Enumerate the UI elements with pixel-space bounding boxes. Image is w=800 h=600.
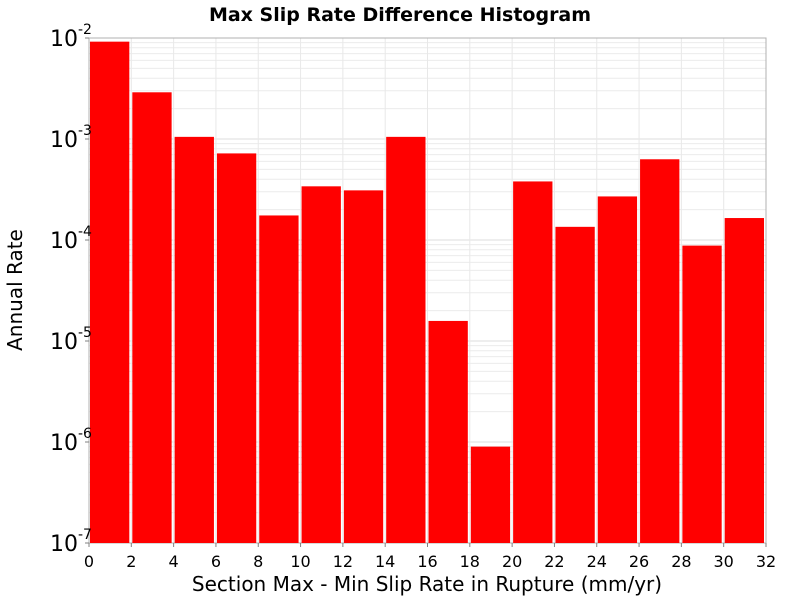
histogram-bar (597, 196, 638, 544)
x-tick-label: 14 (375, 552, 395, 571)
histogram-bar (174, 136, 214, 544)
histogram-bar (343, 190, 384, 543)
x-tick-label: 26 (629, 552, 649, 571)
x-tick-label: 28 (671, 552, 691, 571)
histogram-bars (90, 41, 764, 544)
y-tick-label: 10-4 (50, 224, 92, 254)
x-axis-label: Section Max - Min Slip Rate in Rupture (… (192, 572, 662, 596)
histogram-bar (724, 218, 764, 543)
y-axis: 10-7 10-6 10-5 10-4 10-3 10-2 (50, 22, 92, 557)
histogram-bar (132, 92, 172, 544)
y-tick-label: 10-5 (50, 325, 92, 355)
x-tick-label: 20 (502, 552, 522, 571)
histogram-bar (470, 446, 511, 543)
x-tick-label: 2 (126, 552, 136, 571)
x-tick-label: 12 (333, 552, 353, 571)
x-axis: 0 2 4 6 8 10 12 14 16 18 20 22 24 26 28 30 32 (84, 543, 776, 571)
x-tick-label: 18 (460, 552, 480, 571)
x-tick-label: 4 (169, 552, 179, 571)
x-tick-label: 8 (253, 552, 263, 571)
x-tick-label: 30 (714, 552, 734, 571)
histogram-bar (259, 215, 299, 543)
x-tick-label: 0 (84, 552, 94, 571)
histogram-bar (90, 41, 130, 543)
chart-title: Max Slip Rate Difference Histogram (209, 4, 591, 26)
y-tick-label: 10-2 (50, 22, 92, 52)
y-tick-label: 10-6 (50, 426, 92, 456)
x-tick-label: 10 (290, 552, 310, 571)
histogram-bar (682, 245, 722, 544)
histogram-bar (216, 153, 257, 543)
x-tick-label: 6 (211, 552, 221, 571)
histogram-bar (513, 181, 553, 543)
x-tick-label: 22 (544, 552, 564, 571)
y-axis-label: Annual Rate (3, 229, 27, 351)
histogram-bar (640, 159, 680, 543)
x-tick-label: 24 (587, 552, 607, 571)
histogram-bar (555, 226, 595, 543)
x-tick-label: 16 (417, 552, 437, 571)
y-tick-label: 10-7 (50, 527, 92, 557)
x-tick-label: 32 (756, 552, 776, 571)
histogram-bar (301, 186, 341, 544)
y-tick-label: 10-3 (50, 123, 92, 153)
histogram-bar (386, 136, 426, 544)
histogram-bar (428, 320, 468, 543)
